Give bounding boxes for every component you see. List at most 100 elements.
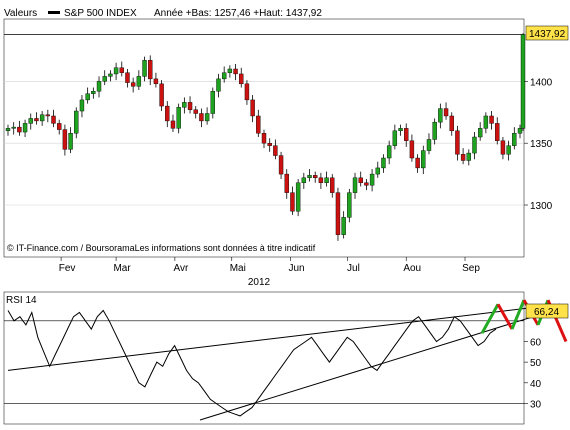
price-tick-label: 1400	[530, 77, 553, 88]
candle	[91, 91, 96, 94]
candle	[273, 145, 278, 156]
candle	[233, 68, 238, 75]
candle	[250, 99, 255, 117]
candle	[11, 126, 16, 129]
candle	[512, 133, 517, 146]
candle	[159, 83, 164, 107]
candle	[96, 81, 102, 92]
rsi-tick-label: 50	[530, 358, 542, 369]
candle	[483, 115, 489, 129]
rsi-arrow	[510, 299, 526, 330]
candle	[261, 133, 267, 144]
candle	[170, 120, 176, 129]
candle	[455, 130, 460, 155]
candle	[375, 167, 380, 175]
candle	[341, 217, 346, 235]
candle	[22, 123, 28, 133]
time-tick-label: Jun	[288, 263, 304, 274]
candle	[517, 128, 523, 134]
rsi-axis: 30 40 50 60	[524, 337, 542, 410]
rsi-trendline	[7, 303, 561, 371]
candle	[381, 157, 386, 169]
candle	[204, 113, 210, 122]
candle	[267, 142, 272, 146]
candle	[39, 114, 45, 122]
last-value-box	[525, 25, 569, 41]
time-tick-label: Avr	[173, 263, 188, 274]
candle	[307, 175, 312, 179]
candle	[438, 108, 443, 123]
rsi-arrow	[496, 303, 514, 330]
candle	[449, 115, 454, 132]
index-name: S&P 500 INDEX	[64, 8, 137, 19]
candle	[460, 154, 466, 161]
candle	[352, 177, 358, 193]
rsi-trendlines	[7, 303, 561, 421]
candle	[506, 145, 511, 155]
candle	[176, 107, 181, 129]
candle	[295, 182, 301, 212]
watermark: © IT-Finance.com / BoursoramaLes informa…	[7, 243, 316, 253]
time-tick-label: Sep	[462, 263, 480, 274]
candle	[85, 93, 90, 101]
candle	[256, 115, 261, 134]
rsi-tick-label: 30	[530, 399, 542, 410]
last-value: 1437,92	[529, 29, 566, 40]
candle	[301, 177, 307, 183]
candle	[398, 128, 403, 132]
candle	[358, 177, 363, 183]
candle	[409, 140, 415, 159]
candle	[347, 192, 352, 218]
rsi-tick-label: 40	[530, 379, 542, 390]
candle	[466, 152, 471, 161]
candle	[318, 177, 324, 183]
time-tick-label: Mai	[230, 263, 246, 274]
candle	[119, 67, 124, 73]
candle	[477, 128, 483, 138]
time-tick-label: Fev	[59, 263, 76, 274]
candle	[415, 157, 420, 169]
candle	[472, 136, 477, 154]
candle	[187, 102, 193, 110]
candle	[62, 129, 68, 150]
candle	[284, 173, 289, 193]
year-range: Année +Bas: 1257,46 +Haut: 1437,92	[154, 8, 322, 19]
rsi-value-box	[525, 303, 569, 319]
time-axis: Fev Mar Avr Mai Jun Jul Aou Sep	[59, 257, 480, 274]
candle	[426, 139, 432, 151]
candle	[17, 126, 22, 133]
candle	[34, 118, 39, 122]
price-candles	[5, 33, 526, 241]
candle	[489, 115, 494, 124]
candle	[216, 78, 221, 92]
candle	[443, 108, 449, 117]
candle	[153, 78, 159, 85]
candle	[239, 73, 244, 85]
candle	[278, 155, 284, 175]
candle	[108, 73, 113, 77]
rsi-value: 66,24	[534, 307, 559, 318]
candle	[113, 67, 119, 75]
time-tick-label: Jul	[347, 263, 360, 274]
candle	[335, 192, 341, 235]
candle	[199, 113, 204, 122]
rsi-grid	[4, 320, 524, 404]
candle	[210, 91, 216, 114]
candle	[51, 115, 56, 124]
candle	[148, 60, 153, 80]
rsi-arrow	[480, 303, 500, 334]
candle	[5, 128, 11, 132]
candle	[45, 114, 51, 117]
candle	[324, 177, 329, 183]
candle	[142, 60, 147, 77]
candle	[79, 99, 85, 112]
rsi-line	[7, 309, 497, 417]
candle	[165, 105, 170, 122]
candle	[136, 76, 142, 87]
year-label: 2012	[248, 277, 271, 288]
price-tick-label: 1300	[530, 201, 553, 212]
candle	[386, 145, 392, 159]
candle	[102, 76, 107, 82]
candle	[125, 72, 130, 83]
